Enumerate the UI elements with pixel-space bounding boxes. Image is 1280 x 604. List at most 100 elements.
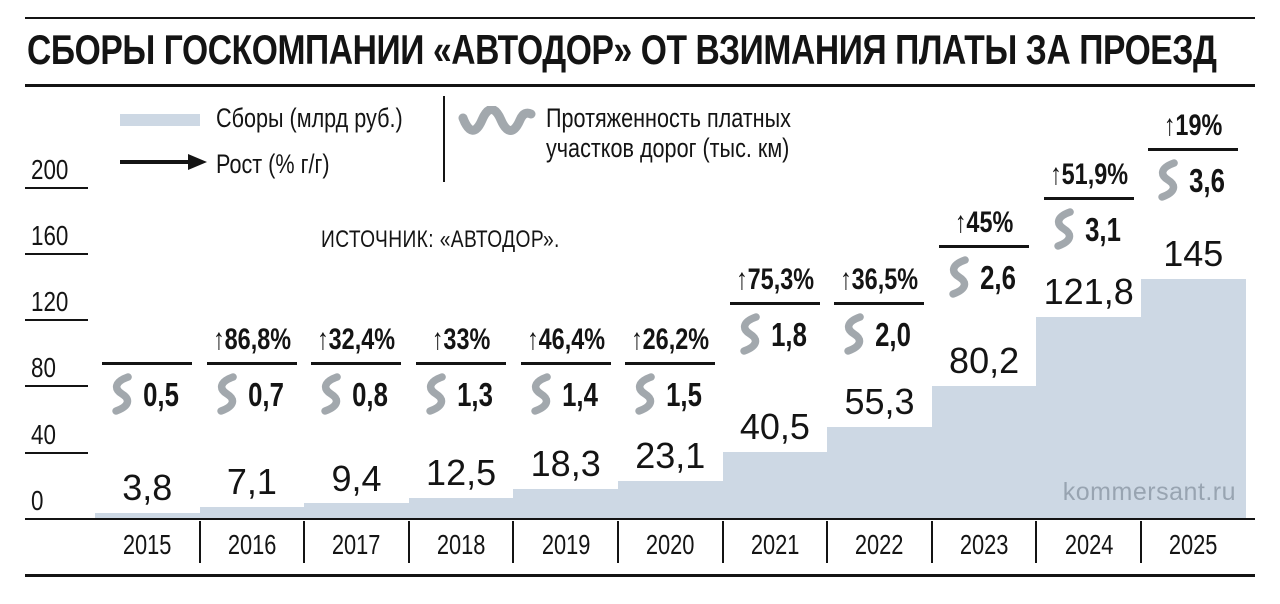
revenue-value-label-2015: 3,8 — [116, 467, 179, 509]
y-tick-label-120: 120 — [31, 288, 78, 316]
toll-length-wave-icon — [1158, 159, 1179, 201]
year-label-2021: 2021 — [723, 531, 828, 559]
growth-value-text: 75,3% — [747, 263, 814, 296]
chart-column-2017: 2017 9,4 ↑32,4% 0,8 — [304, 0, 409, 604]
growth-value-text: 26,2% — [642, 323, 710, 356]
toll-length-value-text: 2,6 — [980, 258, 1016, 296]
toll-length-wave-icon — [1054, 208, 1074, 250]
year-separator — [617, 521, 619, 563]
toll-length-group-2021: 1,8 — [738, 313, 812, 355]
year-text: 2021 — [750, 529, 800, 560]
growth-arrow-icon: ↑ — [431, 323, 444, 356]
chart-column-2019: 2019 18,3 ↑46,4% 1,4 — [513, 0, 618, 604]
y-tick-text: 80 — [31, 352, 56, 384]
growth-label-2019: ↑46,4% — [527, 325, 605, 355]
growth-arrow-icon: ↑ — [317, 323, 330, 356]
growth-label-2018: ↑33% — [432, 325, 491, 355]
revenue-value-label-2022: 55,3 — [838, 382, 921, 424]
chart-column-2021: 2021 40,5 ↑75,3% 1,8 — [723, 0, 828, 604]
growth-label-2017: ↑32,4% — [317, 325, 395, 355]
annotation-divider-line — [1043, 197, 1134, 200]
revenue-value-label-2017: 9,4 — [325, 458, 388, 500]
year-text: 2016 — [227, 529, 277, 560]
toll-length-wave-icon — [321, 373, 342, 415]
y-tick-label-200: 200 — [31, 155, 78, 184]
y-tick-text: 120 — [31, 286, 69, 318]
growth-arrow-icon: ↑ — [1049, 158, 1062, 191]
year-label-2022: 2022 — [827, 531, 932, 559]
year-separator — [721, 521, 724, 563]
year-label-2015: 2015 — [95, 531, 200, 559]
toll-length-group-2022: 2,0 — [843, 313, 917, 355]
year-text: 2019 — [541, 529, 590, 560]
page-title: СБОРЫ ГОСКОМПАНИИ «АВТОДОР» ОТ ВЗИМАНИЯ … — [27, 26, 1280, 74]
toll-length-value-text: 0,7 — [247, 375, 284, 413]
bottom-rule — [25, 574, 1255, 577]
annotation-divider-line — [102, 362, 193, 365]
revenue-bar-2024 — [1036, 317, 1142, 519]
toll-length-wave-icon — [949, 256, 969, 298]
year-label-2025: 2025 — [1141, 531, 1246, 559]
y-tick-line-80 — [25, 385, 88, 388]
revenue-bar-2017 — [304, 503, 410, 519]
y-tick-text: 0 — [31, 485, 44, 516]
revenue-value-label-2024: 121,8 — [1037, 272, 1140, 314]
year-separator — [826, 521, 829, 563]
chart-column-2016: 2016 7,1 ↑86,8% 0,7 — [200, 0, 305, 604]
annotation-divider-line — [939, 245, 1030, 248]
chart-column-2018: 2018 12,5 ↑33% 1,3 — [409, 0, 514, 604]
annotation-divider-line — [1148, 148, 1239, 151]
toll-length-group-2025: 3,6 — [1156, 159, 1230, 201]
annotation-divider-line — [311, 362, 402, 365]
title-rule — [25, 84, 1255, 87]
year-text: 2023 — [959, 529, 1009, 560]
revenue-value-label-2019: 18,3 — [524, 443, 607, 485]
growth-value-text: 19% — [1175, 109, 1223, 142]
year-text: 2017 — [332, 529, 381, 560]
revenue-value-label-2016: 7,1 — [220, 462, 283, 504]
toll-length-wave-icon — [217, 373, 237, 415]
legend-bar-swatch — [120, 114, 200, 126]
toll-length-value-text: 1,4 — [561, 375, 598, 413]
legend-length-label: Протяженность платных участков дорог (ты… — [546, 103, 852, 163]
year-label-2018: 2018 — [409, 531, 514, 559]
page-title-text: СБОРЫ ГОСКОМПАНИИ «АВТОДОР» ОТ ВЗИМАНИЯ … — [27, 26, 1217, 73]
toll-length-value-text: 0,8 — [352, 375, 389, 413]
year-label-2023: 2023 — [932, 531, 1037, 559]
growth-label-2021: ↑75,3% — [736, 265, 814, 295]
chart-column-2024: 2024 121,8 ↑51,9% 3,1 — [1036, 0, 1141, 604]
chart-column-2020: 2020 23,1 ↑26,2% 1,5 — [618, 0, 723, 604]
growth-arrow-icon: ↑ — [840, 263, 853, 296]
growth-value-text: 46,4% — [538, 323, 605, 356]
toll-length-group-2019: 1,4 — [529, 373, 603, 415]
year-text: 2024 — [1064, 529, 1113, 560]
annotation-divider-line — [625, 362, 716, 365]
year-separator — [1035, 521, 1038, 563]
y-tick-line-40 — [25, 451, 88, 454]
toll-length-value-text: 1,8 — [770, 315, 807, 353]
y-tick-line-160 — [25, 252, 88, 255]
toll-length-wave-legend-icon — [458, 106, 536, 135]
annotation-divider-line — [729, 302, 820, 305]
y-tick-text: 160 — [31, 219, 69, 251]
chart-column-2023: 2023 80,2 ↑45% 2,6 — [932, 0, 1037, 604]
growth-arrow-icon: ↑ — [954, 206, 967, 239]
year-label-2019: 2019 — [513, 531, 618, 559]
toll-length-group-2015: 0,5 — [110, 373, 184, 415]
y-tick-text: 40 — [31, 418, 56, 450]
revenue-bar-2016 — [199, 507, 305, 519]
revenue-bar-2023 — [931, 386, 1038, 519]
year-label-2024: 2024 — [1036, 531, 1141, 559]
toll-length-value-text: 1,5 — [666, 375, 703, 413]
growth-arrow-icon: ↑ — [735, 263, 748, 296]
revenue-bar-2018 — [408, 498, 515, 519]
toll-length-group-2016: 0,7 — [215, 373, 289, 415]
revenue-bar-2020 — [618, 480, 724, 519]
annotation-divider-line — [206, 362, 297, 365]
toll-length-wave-icon — [531, 373, 551, 415]
year-text: 2015 — [122, 529, 172, 560]
year-separator — [407, 521, 410, 563]
annotation-divider-line — [416, 362, 507, 365]
y-tick-label-160: 160 — [31, 219, 78, 251]
